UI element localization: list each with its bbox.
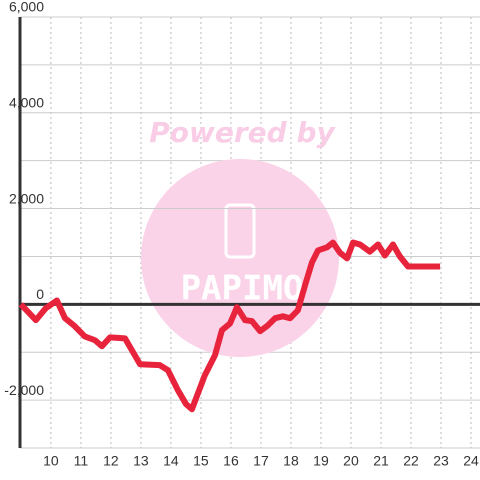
x-tick-label: 13	[133, 453, 149, 469]
x-tick-label: 24	[463, 453, 479, 469]
watermark-icon	[224, 203, 256, 259]
x-tick-label: 15	[193, 453, 209, 469]
x-tick-label: 16	[223, 453, 239, 469]
y-tick-label: 4,000	[9, 94, 44, 110]
y-tick-label: -2,000	[4, 382, 44, 398]
y-tick-label: 6,000	[9, 0, 44, 15]
x-tick-label: 18	[283, 453, 299, 469]
x-tick-label: 11	[74, 453, 89, 469]
x-tick-label: 12	[103, 453, 119, 469]
watermark-logo: PAPIMO	[181, 269, 304, 309]
watermark-text: Powered by	[149, 116, 336, 149]
y-tick-label: 0	[36, 286, 44, 302]
x-tick-label: 14	[163, 453, 179, 469]
x-tick-label: 21	[373, 453, 389, 469]
x-tick-label: 23	[433, 453, 449, 469]
line	[18, 239, 441, 413]
x-tick-label: 10	[43, 453, 59, 469]
y-tick-label: 2,000	[9, 190, 44, 206]
x-tick-label: 17	[253, 453, 269, 469]
x-tick-label: 20	[343, 453, 359, 469]
x-tick-label: 22	[403, 453, 419, 469]
x-tick-label: 19	[313, 453, 329, 469]
